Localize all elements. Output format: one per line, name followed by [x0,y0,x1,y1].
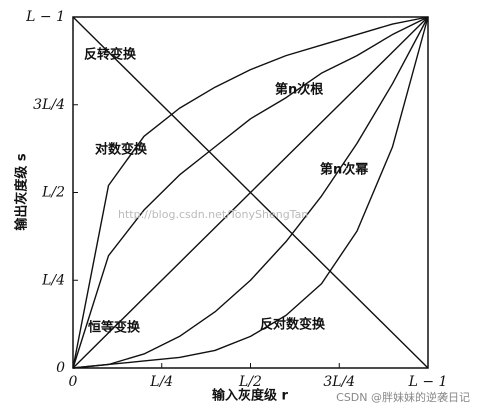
y-axis-label: 输出灰度级 s [14,153,30,231]
watermark: CSDN @胖妹妹的逆袭日记 [336,390,470,404]
x-tick-label: L/4 [149,374,173,390]
x-tick-label: 0 [69,374,78,390]
x-tick-label: 3L/4 [323,374,355,390]
curve [72,16,429,369]
curve-label: 反对数变换 [260,317,326,333]
y-tick-label: 0 [56,360,65,376]
curve-label: 第n次根 [275,82,324,98]
curve [72,16,429,369]
curve-label: 反转变换 [84,47,137,63]
curve [72,16,429,369]
curve-label: 第n次幂 [320,162,369,178]
y-tick-label: 3L/4 [33,97,65,113]
y-tick-label: L/2 [41,185,65,201]
curve [72,16,429,369]
curve [72,16,429,369]
x-axis-label: 输入灰度级 r [212,388,289,404]
x-tick-label: L − 1 [408,374,448,390]
y-tick-label: L − 1 [25,9,65,25]
y-tick-label: L/4 [41,272,65,288]
x-tick-label: L/2 [238,374,262,390]
curve-label: 对数变换 [95,142,148,158]
watermark: http://blog.csdn.net/TonyShengTan [118,208,308,221]
curve-label: 恒等变换 [88,320,141,336]
